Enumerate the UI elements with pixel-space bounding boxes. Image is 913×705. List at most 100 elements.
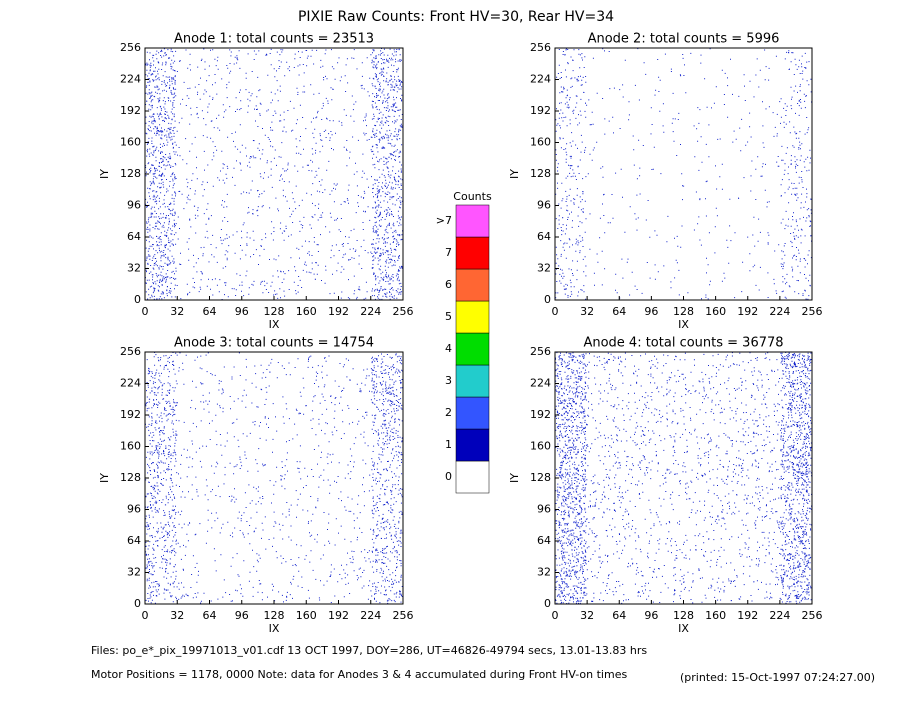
x-tick-label: 160 xyxy=(296,609,317,622)
plot-frame xyxy=(144,351,404,605)
x-tick-label: 32 xyxy=(170,609,184,622)
y-tick-label: 192 xyxy=(530,408,551,421)
x-tick-label: 192 xyxy=(737,609,758,622)
x-tick-label: 128 xyxy=(264,609,285,622)
colorbar-label: 5 xyxy=(445,310,452,323)
colorbar-swatch xyxy=(455,204,490,238)
pixel-texture xyxy=(555,352,812,604)
x-tick-label: 224 xyxy=(360,609,381,622)
x-tick-label: 64 xyxy=(203,609,217,622)
colorbar-label: 4 xyxy=(445,342,452,355)
x-tick-label: 96 xyxy=(235,305,249,318)
y-axis-label: IY xyxy=(98,473,111,483)
y-tick-label: 0 xyxy=(134,293,141,306)
colorbar-label: 2 xyxy=(445,406,452,419)
y-axis-label: IY xyxy=(508,473,521,483)
x-tick-label: 192 xyxy=(328,305,349,318)
y-tick-label: 0 xyxy=(134,597,141,610)
y-tick-label: 32 xyxy=(537,566,551,579)
pixel-texture xyxy=(145,352,403,604)
y-tick-label: 64 xyxy=(537,534,551,547)
y-axis-label: IY xyxy=(508,169,521,179)
colorbar-swatch xyxy=(455,460,490,494)
y-tick-label: 192 xyxy=(120,408,141,421)
x-tick-label: 96 xyxy=(644,305,658,318)
x-tick-label: 32 xyxy=(170,305,184,318)
panel-title: Anode 1: total counts = 23513 xyxy=(174,32,374,47)
colorbar-swatch xyxy=(455,396,490,430)
y-tick-label: 32 xyxy=(537,262,551,275)
y-tick-label: 0 xyxy=(544,293,551,306)
panel-title: Anode 4: total counts = 36778 xyxy=(583,336,783,351)
y-tick-label: 64 xyxy=(127,534,141,547)
panel-title: Anode 3: total counts = 14754 xyxy=(174,336,374,351)
y-tick-label: 96 xyxy=(127,199,141,212)
colorbar-swatch xyxy=(455,364,490,398)
colorbar-label: >7 xyxy=(436,214,452,227)
footer-motor: Motor Positions = 1178, 0000 Note: data … xyxy=(91,668,627,681)
x-tick-label: 224 xyxy=(360,305,381,318)
x-tick-label: 192 xyxy=(328,609,349,622)
x-tick-label: 160 xyxy=(705,609,726,622)
x-axis-label: IX xyxy=(678,318,689,331)
y-tick-label: 128 xyxy=(120,167,141,180)
x-tick-label: 160 xyxy=(705,305,726,318)
colorbar-label: 1 xyxy=(445,438,452,451)
y-tick-label: 224 xyxy=(120,377,141,390)
x-tick-label: 0 xyxy=(552,305,559,318)
x-tick-label: 0 xyxy=(552,609,559,622)
x-axis-label: IX xyxy=(269,622,280,635)
y-tick-label: 32 xyxy=(127,262,141,275)
y-tick-label: 256 xyxy=(120,345,141,358)
plot-frame xyxy=(144,47,404,301)
plot-frame xyxy=(554,351,813,605)
y-tick-label: 224 xyxy=(530,73,551,86)
colorbar-swatch xyxy=(455,428,490,462)
x-tick-label: 32 xyxy=(580,305,594,318)
x-tick-label: 128 xyxy=(673,305,694,318)
x-tick-label: 96 xyxy=(235,609,249,622)
footer-printed: (printed: 15-Oct-1997 07:24:27.00) xyxy=(680,671,875,684)
panel-title: Anode 2: total counts = 5996 xyxy=(588,32,780,47)
y-tick-label: 160 xyxy=(120,136,141,149)
footer-files: Files: po_e*_pix_19971013_v01.cdf 13 OCT… xyxy=(91,644,647,657)
colorbar-label: 3 xyxy=(445,374,452,387)
x-tick-label: 256 xyxy=(802,305,823,318)
x-tick-label: 192 xyxy=(737,305,758,318)
y-tick-label: 256 xyxy=(530,345,551,358)
y-tick-label: 128 xyxy=(530,167,551,180)
colorbar-label: 0 xyxy=(445,470,452,483)
y-tick-label: 32 xyxy=(127,566,141,579)
colorbar-swatch xyxy=(455,332,490,366)
y-tick-label: 96 xyxy=(537,199,551,212)
x-tick-label: 96 xyxy=(644,609,658,622)
x-tick-label: 256 xyxy=(802,609,823,622)
x-axis-label: IX xyxy=(678,622,689,635)
y-tick-label: 192 xyxy=(530,104,551,117)
y-tick-label: 128 xyxy=(530,471,551,484)
y-tick-label: 64 xyxy=(537,230,551,243)
x-axis-label: IX xyxy=(269,318,280,331)
plot-frame xyxy=(554,47,813,301)
colorbar-title: Counts xyxy=(453,190,492,203)
x-tick-label: 224 xyxy=(769,305,790,318)
y-tick-label: 256 xyxy=(530,41,551,54)
y-tick-label: 96 xyxy=(537,503,551,516)
colorbar-swatch xyxy=(455,236,490,270)
x-tick-label: 0 xyxy=(142,305,149,318)
x-tick-label: 256 xyxy=(393,305,414,318)
x-tick-label: 224 xyxy=(769,609,790,622)
main-title: PIXIE Raw Counts: Front HV=30, Rear HV=3… xyxy=(298,9,614,25)
y-tick-label: 160 xyxy=(120,440,141,453)
y-tick-label: 160 xyxy=(530,136,551,149)
y-tick-label: 64 xyxy=(127,230,141,243)
colorbar-label: 6 xyxy=(445,278,452,291)
y-tick-label: 224 xyxy=(530,377,551,390)
x-tick-label: 0 xyxy=(142,609,149,622)
y-tick-label: 256 xyxy=(120,41,141,54)
colorbar-swatch xyxy=(455,300,490,334)
colorbar-swatch xyxy=(455,268,490,302)
x-tick-label: 160 xyxy=(296,305,317,318)
x-tick-label: 32 xyxy=(580,609,594,622)
